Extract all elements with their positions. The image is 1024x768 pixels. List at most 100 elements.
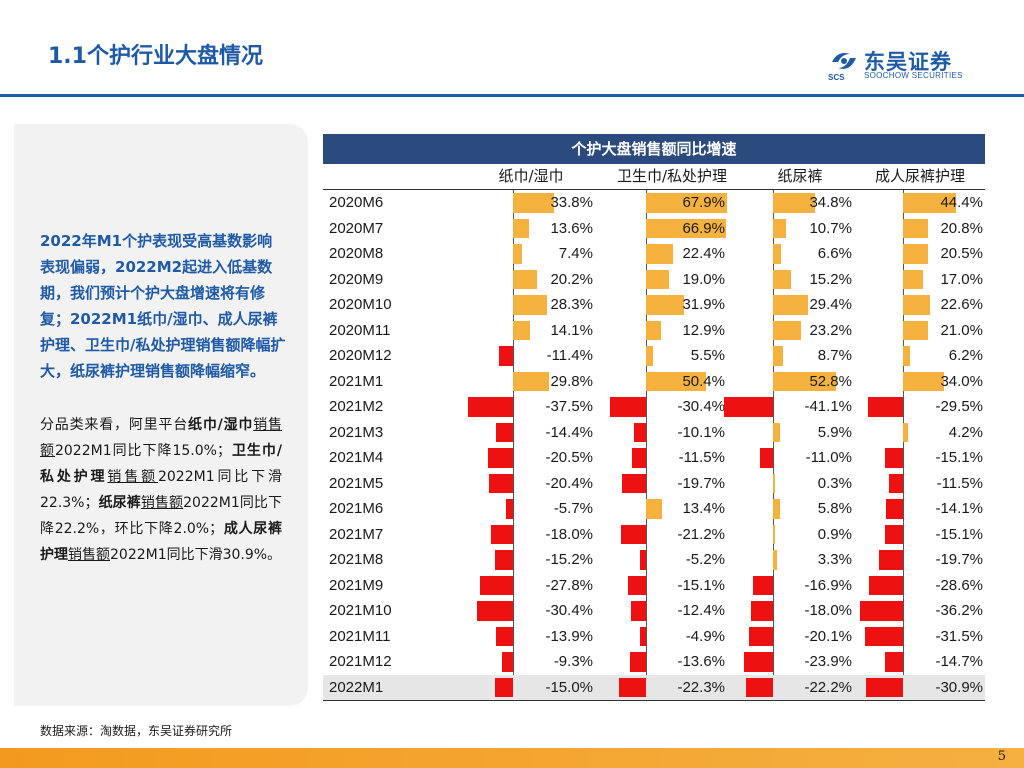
bar-pad [646, 295, 685, 315]
bar-tissue [513, 295, 547, 315]
value-pad: 50.4% [682, 372, 725, 390]
table-row: 2021M6 -5.7% 13.4% 5.8% -14.1% [323, 496, 985, 522]
bar-adult [903, 244, 928, 264]
soochow-logo-icon [832, 53, 856, 69]
value-tissue: 13.6% [550, 219, 593, 237]
row-month-label: 2021M1 [329, 372, 384, 390]
header-divider [0, 94, 1024, 97]
value-pad: -30.4% [677, 398, 725, 415]
value-pad: -13.6% [677, 653, 725, 670]
detail-keyword-pad: 卫生巾/私处护理 [40, 443, 282, 485]
footer-bar [0, 748, 1024, 768]
bar-diaper [773, 218, 786, 238]
bar-adult [865, 677, 903, 697]
value-diaper: 15.2% [809, 270, 852, 288]
value-adult: -19.7% [935, 551, 983, 568]
logo-english-name: SOOCHOW SECURITIES [864, 71, 963, 80]
detail-sales-2: 销售额 [107, 469, 158, 485]
bar-diaper [773, 320, 801, 340]
row-month-label: 2021M2 [329, 398, 384, 415]
value-tissue: -18.0% [545, 525, 593, 543]
bar-tissue [488, 473, 513, 493]
bar-diaper [773, 269, 792, 289]
bar-adult [859, 601, 903, 621]
table-body: 2020M6 33.8% 67.9% 34.8% 44.4% 2020M7 13.6% 66.… [323, 190, 985, 701]
bar-pad [646, 346, 653, 366]
value-adult: 34.0% [940, 372, 983, 390]
bar-pad [619, 677, 646, 697]
bar-adult [879, 550, 903, 570]
value-diaper: 6.6% [817, 245, 852, 262]
bar-pad [646, 244, 673, 264]
value-pad: 12.9% [682, 321, 725, 339]
detail-part-5: 2022M1同比下滑30.9%。 [110, 547, 282, 563]
bar-adult [884, 448, 903, 468]
value-tissue: -27.8% [545, 576, 593, 594]
row-month-label: 2020M10 [329, 296, 392, 313]
value-diaper: 8.7% [817, 347, 852, 364]
bar-adult [903, 218, 928, 238]
value-pad: -21.2% [677, 525, 725, 543]
page-number: 5 [997, 749, 1006, 764]
value-pad: 5.5% [690, 347, 725, 364]
bar-adult [903, 422, 909, 442]
value-diaper: 29.4% [809, 296, 852, 313]
bar-tissue [468, 397, 513, 417]
row-month-label: 2020M12 [329, 347, 392, 364]
bar-pad [622, 473, 646, 493]
bar-diaper [773, 499, 780, 519]
bar-diaper [752, 575, 773, 595]
value-diaper: -18.0% [804, 602, 852, 619]
row-month-label: 2021M10 [329, 602, 392, 619]
bar-diaper [773, 371, 837, 391]
value-tissue: -15.2% [545, 551, 593, 568]
detail-keyword-diaper: 纸尿裤 [98, 495, 141, 511]
value-tissue: 7.4% [558, 245, 593, 262]
row-month-label: 2020M8 [329, 245, 384, 262]
bar-tissue [513, 371, 549, 391]
bar-adult [903, 295, 931, 315]
bar-tissue [513, 244, 522, 264]
bar-tissue [513, 193, 554, 213]
bar-tissue [488, 448, 513, 468]
table-row: 2021M1 29.8% 50.4% 52.8% 34.0% [323, 369, 985, 395]
bar-pad [646, 193, 728, 213]
bar-pad [609, 397, 646, 417]
row-month-label: 2022M1 [329, 678, 384, 696]
value-adult: -30.9% [935, 678, 983, 696]
page-title: 1.1个护行业大盘情况 [48, 44, 263, 69]
bar-diaper [723, 397, 773, 417]
bar-pad [629, 652, 646, 672]
bar-diaper [773, 550, 777, 570]
value-pad: -10.1% [677, 423, 725, 441]
bar-adult [885, 652, 903, 672]
row-month-label: 2020M7 [329, 219, 384, 237]
value-pad: 66.9% [682, 219, 725, 237]
table-row: 2021M4 -20.5% -11.5% -11.0% -15.1% [323, 445, 985, 471]
value-tissue: -20.5% [545, 449, 593, 466]
row-month-label: 2021M5 [329, 474, 384, 492]
bar-adult [903, 346, 911, 366]
value-adult: 6.2% [948, 347, 983, 364]
bar-diaper [773, 524, 775, 544]
table-row: 2021M5 -20.4% -19.7% 0.3% -11.5% [323, 471, 985, 497]
bar-diaper [746, 677, 773, 697]
bar-pad [646, 371, 707, 391]
axis-line-adult [903, 190, 904, 700]
company-logo: 东吴证券 SCS SOOCHOW SECURITIES [828, 46, 978, 84]
value-adult: 20.5% [940, 245, 983, 262]
bar-adult [867, 397, 903, 417]
value-adult: -28.6% [935, 576, 983, 594]
bar-pad [633, 422, 646, 442]
bar-diaper [773, 295, 809, 315]
value-adult: -14.1% [935, 500, 983, 517]
table-row: 2021M2 -37.5% -30.4% -41.1% -29.5% [323, 394, 985, 420]
value-tissue: -13.9% [545, 627, 593, 645]
table-row: 2021M9 -27.8% -15.1% -16.9% -28.6% [323, 573, 985, 599]
detail-part-1: 分品类来看，阿里平台 [40, 417, 189, 433]
bar-diaper [773, 422, 781, 442]
value-diaper: 5.9% [817, 423, 852, 441]
table-row: 2020M8 7.4% 22.4% 6.6% 20.5% [323, 241, 985, 267]
bar-adult [903, 371, 944, 391]
bar-pad [639, 550, 646, 570]
